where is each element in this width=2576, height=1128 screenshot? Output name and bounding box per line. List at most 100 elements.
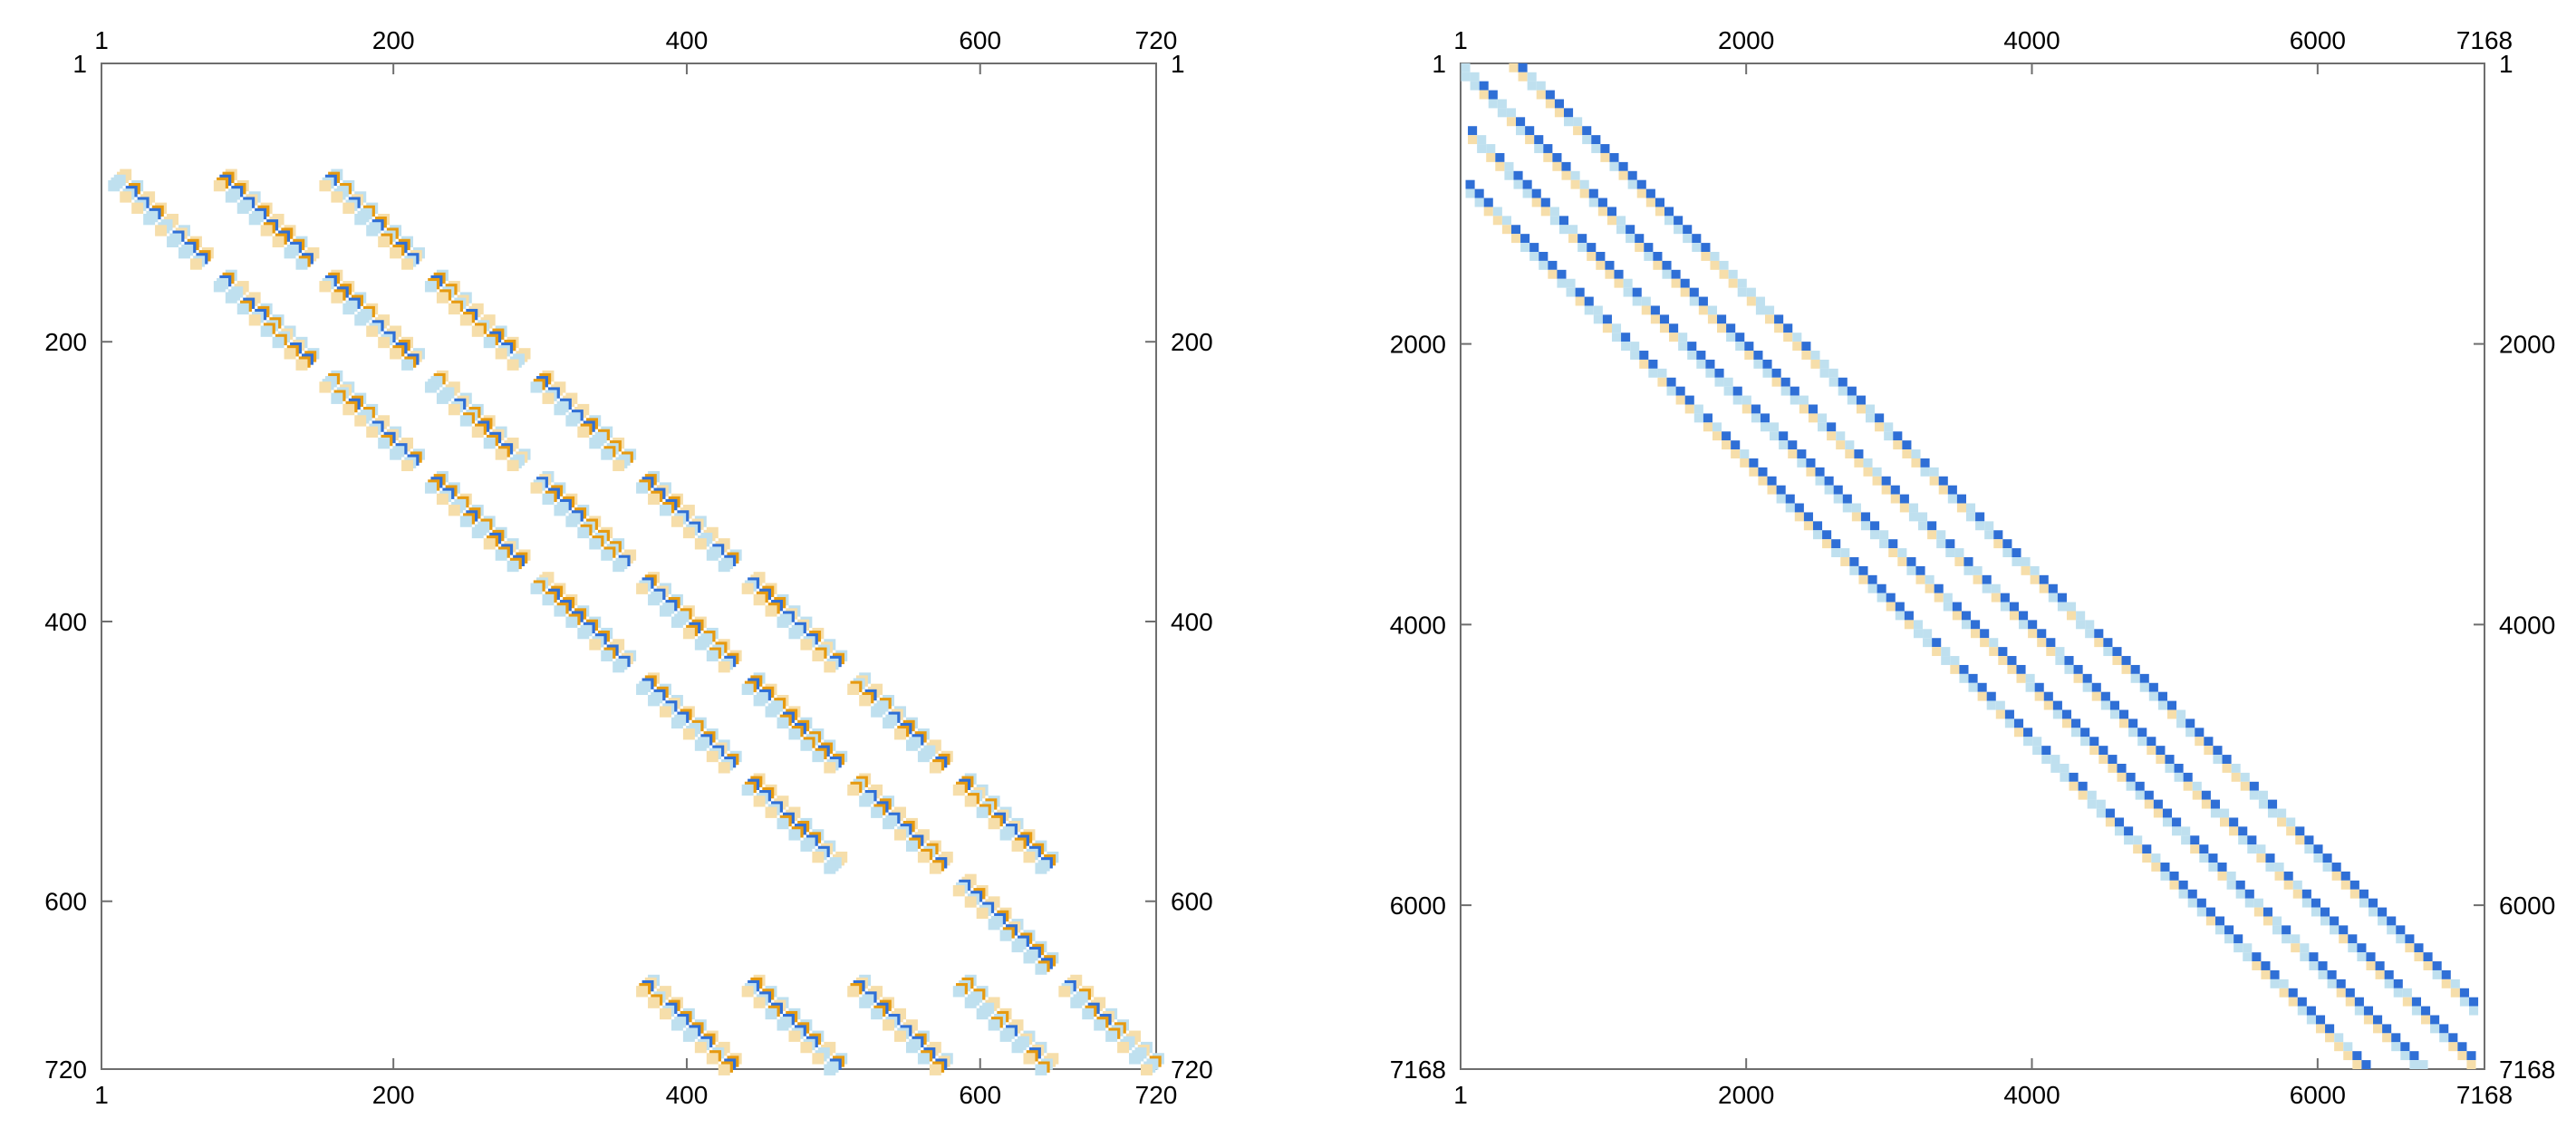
matrix-cell — [2378, 916, 2388, 926]
matrix-cell — [1698, 296, 1708, 306]
matrix-cell — [999, 829, 1012, 841]
y-tick-label-left: 720 — [44, 1056, 87, 1084]
matrix-cell — [2085, 629, 2095, 639]
matrix-cell — [1783, 323, 1793, 333]
matrix-cell — [1867, 574, 1877, 584]
matrix-cell — [952, 784, 965, 796]
matrix-cell — [1722, 440, 1732, 450]
matrix-cell — [2185, 718, 2195, 728]
matrix-cell — [2348, 943, 2358, 953]
matrix-cell — [2459, 997, 2469, 1007]
matrix-cell — [765, 806, 777, 818]
matrix-cell — [800, 639, 813, 651]
matrix-cell — [2304, 844, 2314, 854]
matrix-cell — [2157, 691, 2167, 701]
matrix-cell — [1973, 565, 1983, 575]
matrix-cell — [1495, 152, 1505, 162]
matrix-cell — [682, 627, 695, 640]
matrix-cell — [1865, 413, 1876, 423]
matrix-cell — [1927, 521, 1937, 531]
matrix-cell — [2270, 969, 2280, 979]
matrix-cell — [167, 236, 178, 248]
matrix-cell — [1117, 1041, 1130, 1054]
block-band — [424, 471, 531, 573]
matrix-cell — [2327, 969, 2337, 979]
matrix-cell — [1737, 278, 1747, 288]
matrix-cell — [2295, 835, 2305, 845]
matrix-cell — [1635, 234, 1645, 244]
matrix-cell — [2082, 673, 2092, 683]
matrix-cell — [2229, 826, 2239, 836]
matrix-cell — [2091, 691, 2101, 701]
matrix-cell — [2366, 952, 2376, 962]
matrix-cell — [1717, 314, 1727, 324]
matrix-cell — [2330, 916, 2340, 926]
matrix-cells — [1461, 63, 2479, 1069]
matrix-cell — [917, 750, 930, 763]
matrix-cell — [565, 516, 578, 527]
matrix-cell — [448, 303, 460, 315]
matrix-cell — [1893, 431, 1903, 441]
matrix-cell — [1632, 287, 1642, 297]
matrix-cell — [1591, 144, 1601, 153]
matrix-cell — [1516, 126, 1526, 136]
matrix-cell — [2142, 853, 2152, 863]
matrix-cell — [2348, 934, 2358, 944]
matrix-cell — [718, 1064, 730, 1075]
matrix-cell — [1961, 620, 1972, 630]
matrix-cell — [1890, 494, 1900, 504]
matrix-cell — [2300, 943, 2310, 953]
matrix-cell — [2124, 835, 2134, 845]
matrix-cell — [1934, 583, 1944, 593]
matrix-cell — [2466, 1051, 2476, 1061]
matrix-cell — [2304, 835, 2314, 845]
matrix-cell — [1023, 952, 1036, 964]
matrix-cell — [1011, 940, 1024, 953]
matrix-cell — [1513, 170, 1523, 180]
matrix-cell — [1492, 207, 1502, 217]
matrix-cell — [1518, 72, 1528, 82]
matrix-cell — [741, 784, 754, 796]
matrix-cell — [1751, 413, 1761, 423]
matrix-cell — [2214, 916, 2225, 926]
matrix-cell — [1674, 225, 1684, 235]
matrix-cell — [2262, 916, 2273, 926]
matrix-cell — [1616, 225, 1626, 235]
matrix-cell — [2103, 647, 2113, 657]
matrix-cell — [295, 359, 308, 371]
matrix-cell — [2378, 907, 2388, 917]
block-band — [741, 572, 848, 673]
y-tick-label-right: 600 — [1171, 888, 1213, 916]
matrix-cell — [1696, 351, 1706, 360]
matrix-cell — [495, 348, 507, 360]
matrix-cell — [2057, 593, 2067, 603]
matrix-cell — [2100, 691, 2110, 701]
matrix-cell — [1623, 287, 1633, 297]
matrix-cell — [2061, 718, 2072, 728]
matrix-cell — [2229, 817, 2239, 827]
matrix-cell — [1788, 449, 1798, 458]
matrix-cell — [1698, 305, 1708, 315]
matrix-cell — [589, 538, 602, 550]
matrix-cell — [1504, 161, 1514, 171]
matrix-cell — [2339, 934, 2349, 944]
matrix-cell — [2222, 755, 2232, 764]
matrix-cell — [2265, 853, 2275, 863]
matrix-cell — [1687, 351, 1697, 360]
matrix-cell — [883, 817, 895, 830]
matrix-cell — [2064, 656, 2074, 665]
matrix-cell — [1968, 673, 1978, 683]
matrix-cell — [2000, 602, 2010, 612]
matrix-cell — [1989, 638, 1999, 648]
matrix-cell — [2048, 583, 2058, 593]
matrix-cell — [1666, 386, 1676, 396]
matrix-cell — [1906, 565, 1916, 575]
matrix-cell — [1543, 144, 1553, 153]
matrix-cell — [2174, 763, 2184, 773]
matrix-cell — [1506, 117, 1517, 127]
y-tick-label-left: 4000 — [1390, 611, 1446, 639]
matrix-cell — [2240, 781, 2250, 791]
matrix-cell — [765, 605, 777, 617]
block-band — [319, 370, 425, 472]
matrix-cell — [2325, 1024, 2335, 1034]
